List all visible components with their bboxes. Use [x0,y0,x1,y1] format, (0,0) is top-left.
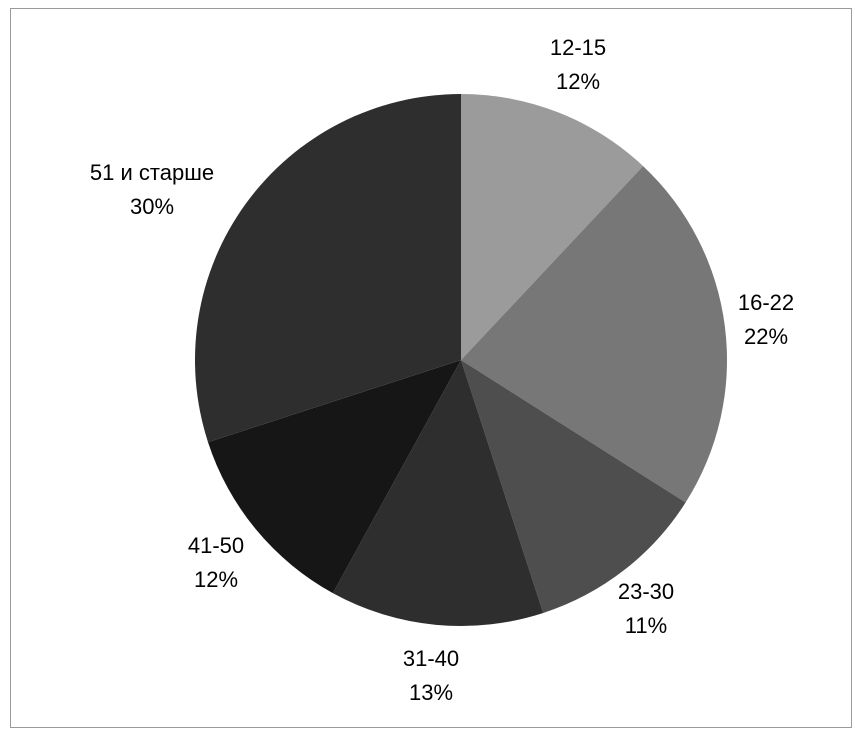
slice-category-label: 31-40 [403,646,459,671]
slice-value-label: 11% [625,613,667,638]
slice-value-label: 30% [130,194,174,219]
slice-value-label: 12% [556,69,600,94]
slice-label-group: 41-50 12% [188,533,244,592]
slice-category-label: 23-30 [618,579,674,604]
slice-value-label: 12% [194,567,238,592]
slice-value-label: 22% [744,324,788,349]
pie-slice-31-40 [332,360,544,627]
slice-category-label: 41-50 [188,533,244,558]
pie-slices [195,94,728,627]
pie-slice-41-50 [208,360,461,594]
slice-labels: 12-15 12% 16-22 22% 23-30 11% 31-40 13% 41-50 12%… [90,35,794,705]
pie-slice-51-и-старше [195,94,461,443]
slice-label-group: 16-22 22% [738,290,794,349]
slice-value-label: 13% [409,680,453,705]
slice-category-label: 12-15 [550,35,606,60]
slice-label-group: 51 и старше 30% [90,160,214,219]
slice-label-group: 12-15 12% [550,35,606,94]
slice-label-group: 31-40 13% [403,646,459,705]
pie-slice-12-15 [461,94,644,360]
slice-label-group: 23-30 11% [618,579,674,638]
pie-slice-16-22 [461,166,728,503]
chart-area: 12-15 12% 16-22 22% 23-30 11% 31-40 13% 41-50 12%… [10,8,852,728]
pie-slice-23-30 [461,360,686,613]
slice-category-label: 51 и старше [90,160,214,185]
slice-category-label: 16-22 [738,290,794,315]
pie-chart: 12-15 12% 16-22 22% 23-30 11% 31-40 13% 41-50 12%… [90,35,794,705]
